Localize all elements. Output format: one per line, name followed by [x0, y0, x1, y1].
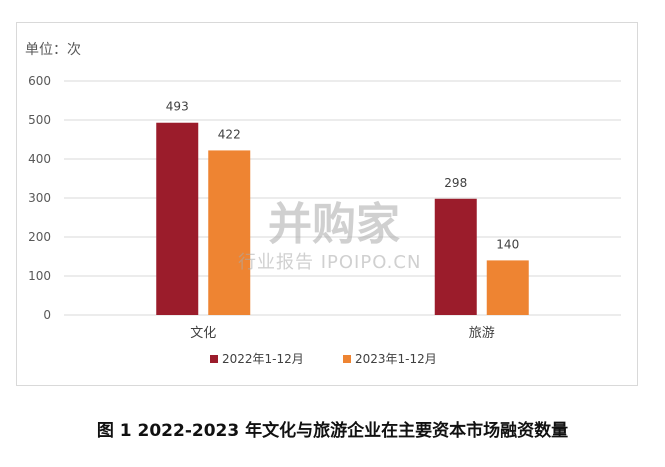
y-tick-label: 0: [43, 308, 51, 322]
category-label: 文化: [190, 326, 216, 341]
bar: [434, 198, 477, 315]
legend-label: 2022年1-12月: [222, 352, 304, 366]
legend-swatch: [343, 355, 351, 363]
bar-chart: 单位：次 0 100 200 300 400 500 600 493 422 文化 298 140 旅游 2…: [25, 42, 621, 366]
chart-frame: 单位：次 0 100 200 300 400 500 600 493 422 文化 298 140 旅游 2…: [16, 22, 638, 386]
y-tick-label: 600: [28, 74, 51, 88]
data-label: 298: [444, 176, 467, 190]
y-tick-label: 200: [28, 230, 51, 244]
unit-label: 单位：次: [25, 42, 81, 58]
legend-label: 2023年1-12月: [355, 352, 437, 366]
watermark: 并购家 行业报告 IPOIPO.CN: [218, 188, 448, 288]
category-label: 旅游: [469, 326, 495, 341]
watermark-logo-text: 并购家: [268, 199, 400, 250]
y-tick-label: 300: [28, 191, 51, 205]
watermark-subtitle: 行业报告 IPOIPO.CN: [238, 252, 422, 273]
data-label: 493: [166, 100, 189, 114]
y-tick-label: 500: [28, 113, 51, 127]
bar: [156, 122, 199, 315]
y-tick-label: 100: [28, 269, 51, 283]
y-tick-label: 400: [28, 152, 51, 166]
legend-swatch: [210, 355, 218, 363]
data-label: 422: [218, 127, 241, 141]
bar: [208, 150, 251, 315]
bar: [486, 260, 529, 315]
figure-caption: 图 1 2022-2023 年文化与旅游企业在主要资本市场融资数量: [96, 421, 569, 441]
data-label: 140: [496, 237, 519, 251]
